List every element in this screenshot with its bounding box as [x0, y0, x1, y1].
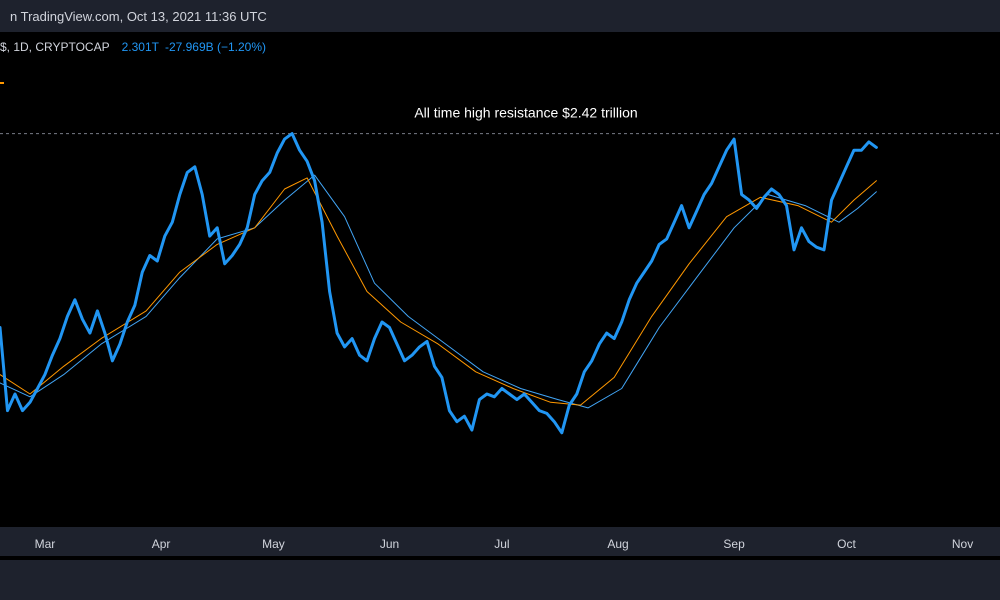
- price-chart[interactable]: Mar Apr May Jun Jul Aug Sep Oct Nov All time high…: [0, 0, 1000, 560]
- symbol-legend[interactable]: $, 1D, CRYPTOCAP 2.301T -27.969B (−1.20%…: [0, 38, 266, 56]
- x-tick-label: Oct: [837, 537, 856, 551]
- x-tick-label: Nov: [952, 537, 973, 551]
- x-tick-label: Jul: [494, 537, 509, 551]
- ma-fast-line: [0, 177, 877, 406]
- x-tick-label: Sep: [723, 537, 745, 551]
- x-tick-label: Aug: [607, 537, 628, 551]
- x-tick-label: Apr: [152, 537, 171, 551]
- x-tick-label: Mar: [35, 537, 56, 551]
- x-tick-label: May: [262, 537, 285, 551]
- header-bar: n TradingView.com, Oct 13, 2021 11:36 UT…: [0, 0, 1000, 32]
- header-text: n TradingView.com, Oct 13, 2021 11:36 UT…: [10, 8, 267, 24]
- ma-slow-line: [0, 174, 877, 409]
- bottom-toolbar: [0, 560, 1000, 600]
- symbol-change: -27.969B (−1.20%): [164, 40, 267, 54]
- price-line: [0, 132, 878, 435]
- time-axis-panel: [0, 527, 1000, 556]
- symbol-price: 2.301T: [121, 40, 159, 54]
- symbol-name: $, 1D, CRYPTOCAP: [0, 40, 110, 54]
- x-tick-label: Jun: [380, 537, 399, 551]
- indicator-marker: [0, 82, 4, 84]
- resistance-annotation: All time high resistance $2.42 trillion: [414, 105, 637, 121]
